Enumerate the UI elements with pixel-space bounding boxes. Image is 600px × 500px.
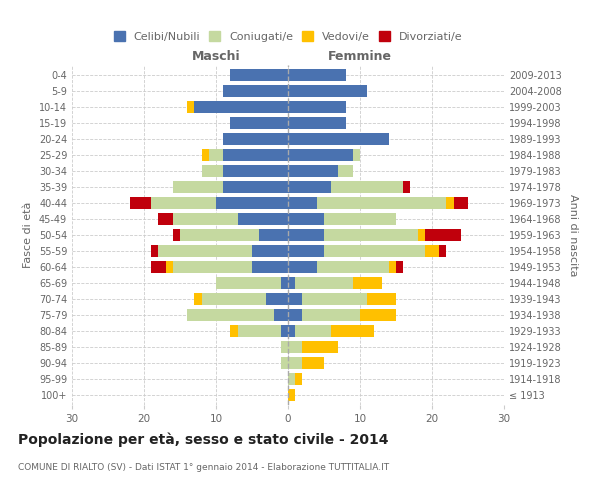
Bar	[288, 261, 317, 273]
Bar	[288, 165, 338, 177]
Bar	[302, 293, 367, 305]
Bar	[288, 293, 302, 305]
Bar	[173, 213, 238, 225]
Text: Maschi: Maschi	[191, 50, 241, 64]
Bar	[353, 149, 360, 161]
Bar	[324, 245, 425, 257]
Bar	[302, 309, 360, 321]
Bar	[187, 309, 274, 321]
Bar	[288, 213, 324, 225]
Bar	[288, 374, 295, 386]
Legend: Celibi/Nubili, Coniugati/e, Vedovi/e, Divorziati/e: Celibi/Nubili, Coniugati/e, Vedovi/e, Di…	[109, 26, 467, 46]
Bar	[151, 197, 216, 209]
Bar	[454, 197, 468, 209]
Bar	[238, 325, 281, 337]
Bar	[166, 261, 173, 273]
Bar	[216, 277, 281, 289]
Bar	[281, 341, 288, 353]
Bar	[439, 245, 446, 257]
Bar	[302, 358, 324, 370]
Bar	[130, 197, 151, 209]
Bar	[288, 325, 295, 337]
Bar	[173, 181, 223, 193]
Bar	[202, 149, 209, 161]
Bar	[230, 325, 238, 337]
Y-axis label: Fasce di età: Fasce di età	[23, 202, 33, 268]
Bar	[288, 390, 295, 402]
Bar	[403, 181, 410, 193]
Bar	[324, 213, 396, 225]
Bar	[252, 261, 288, 273]
Bar	[274, 309, 288, 321]
Bar	[223, 133, 288, 145]
Bar	[158, 213, 173, 225]
Bar	[288, 84, 367, 96]
Bar	[324, 229, 418, 241]
Bar	[331, 181, 403, 193]
Bar	[288, 197, 317, 209]
Bar	[317, 197, 446, 209]
Bar	[367, 293, 396, 305]
Bar	[425, 245, 439, 257]
Bar	[288, 277, 295, 289]
Bar	[209, 149, 223, 161]
Bar	[288, 149, 353, 161]
Bar	[353, 277, 382, 289]
Bar	[295, 277, 353, 289]
Bar	[173, 229, 180, 241]
Bar	[338, 165, 353, 177]
Bar	[173, 261, 252, 273]
Bar	[238, 213, 288, 225]
Bar	[288, 309, 302, 321]
Bar	[360, 309, 396, 321]
Text: COMUNE DI RIALTO (SV) - Dati ISTAT 1° gennaio 2014 - Elaborazione TUTTITALIA.IT: COMUNE DI RIALTO (SV) - Dati ISTAT 1° ge…	[18, 462, 389, 471]
Bar	[223, 165, 288, 177]
Text: Femmine: Femmine	[328, 50, 392, 64]
Bar	[216, 197, 288, 209]
Bar	[396, 261, 403, 273]
Bar	[223, 84, 288, 96]
Bar	[331, 325, 374, 337]
Bar	[187, 100, 194, 112]
Bar	[230, 68, 288, 80]
Bar	[446, 197, 454, 209]
Bar	[288, 181, 331, 193]
Bar	[281, 277, 288, 289]
Bar	[288, 68, 346, 80]
Bar	[194, 293, 202, 305]
Bar	[266, 293, 288, 305]
Bar	[180, 229, 259, 241]
Bar	[418, 229, 425, 241]
Bar	[281, 358, 288, 370]
Bar	[202, 293, 266, 305]
Bar	[158, 245, 252, 257]
Bar	[288, 100, 346, 112]
Bar	[194, 100, 288, 112]
Bar	[288, 133, 389, 145]
Bar	[288, 341, 302, 353]
Bar	[302, 341, 338, 353]
Bar	[259, 229, 288, 241]
Bar	[288, 245, 324, 257]
Bar	[389, 261, 396, 273]
Bar	[425, 229, 461, 241]
Bar	[230, 116, 288, 128]
Bar	[151, 261, 166, 273]
Bar	[223, 181, 288, 193]
Bar	[202, 165, 223, 177]
Bar	[288, 229, 324, 241]
Bar	[295, 374, 302, 386]
Bar	[223, 149, 288, 161]
Bar	[151, 245, 158, 257]
Bar	[295, 325, 331, 337]
Bar	[281, 325, 288, 337]
Text: Popolazione per età, sesso e stato civile - 2014: Popolazione per età, sesso e stato civil…	[18, 432, 389, 447]
Bar	[317, 261, 389, 273]
Bar	[252, 245, 288, 257]
Bar	[288, 358, 302, 370]
Bar	[288, 116, 346, 128]
Y-axis label: Anni di nascita: Anni di nascita	[568, 194, 578, 276]
